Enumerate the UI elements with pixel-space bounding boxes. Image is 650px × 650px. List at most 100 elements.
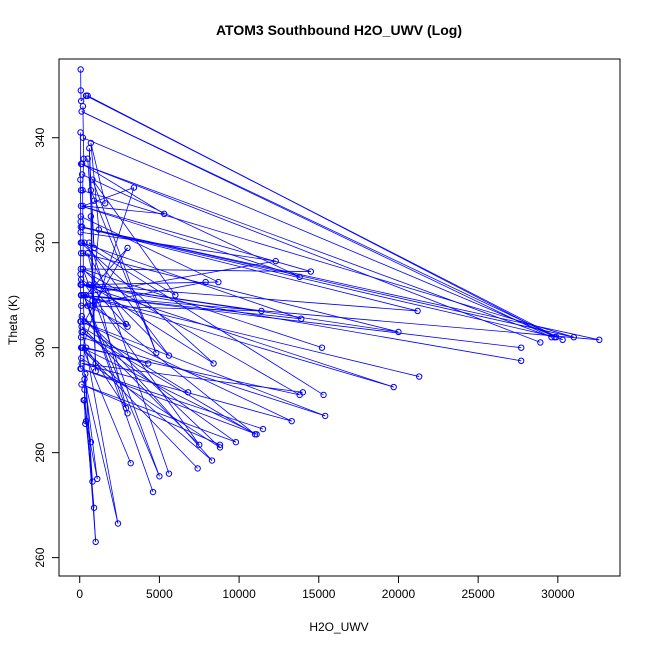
data-point bbox=[77, 318, 84, 325]
series-line-segment bbox=[81, 357, 221, 448]
data-point bbox=[82, 344, 90, 351]
data-point bbox=[77, 250, 85, 257]
series-line-segment bbox=[82, 268, 160, 477]
data-point bbox=[82, 92, 90, 99]
data-point bbox=[548, 333, 555, 341]
series-line-segment bbox=[81, 326, 200, 446]
series-line-segment bbox=[81, 331, 256, 435]
data-point bbox=[92, 538, 99, 546]
series-line-segment bbox=[82, 226, 574, 338]
series-line-segment bbox=[82, 253, 85, 401]
data-point bbox=[215, 278, 222, 286]
data-point bbox=[90, 197, 98, 204]
series-18 bbox=[82, 281, 152, 412]
series-line-segment bbox=[89, 242, 176, 296]
series-line-segment bbox=[81, 284, 262, 312]
y-tick-label: 280 bbox=[33, 442, 47, 462]
series-line-segment bbox=[82, 347, 132, 464]
series-line-segment bbox=[81, 315, 221, 448]
data-point bbox=[184, 389, 192, 396]
data-point bbox=[87, 213, 95, 220]
data-point bbox=[321, 412, 329, 420]
x-tick-label: 10000 bbox=[222, 587, 256, 601]
data-point bbox=[307, 268, 315, 275]
series-1 bbox=[77, 92, 566, 346]
x-axis-label: H2O_UWV bbox=[309, 620, 368, 634]
series-13 bbox=[79, 239, 173, 496]
series-line-segment bbox=[81, 111, 552, 338]
series-22 bbox=[77, 129, 84, 372]
data-point bbox=[232, 438, 240, 446]
series-line-segment bbox=[90, 216, 93, 306]
data-point bbox=[414, 307, 421, 315]
data-point bbox=[320, 391, 327, 399]
series-line-segment bbox=[81, 384, 221, 446]
data-point bbox=[124, 323, 131, 330]
series-line-segment bbox=[87, 253, 127, 325]
y-axis-label: Theta (K) bbox=[6, 295, 20, 345]
series-line-segment bbox=[92, 179, 176, 296]
data-point bbox=[77, 218, 84, 225]
series-line-segment bbox=[90, 190, 157, 354]
data-point bbox=[82, 370, 89, 378]
series-line-segment bbox=[81, 242, 302, 320]
series-line-segment bbox=[80, 284, 418, 312]
data-point bbox=[318, 344, 326, 351]
data-point bbox=[92, 368, 99, 375]
series-line-segment bbox=[90, 142, 106, 204]
x-tick-label: 15000 bbox=[302, 587, 336, 601]
series-line-segment bbox=[81, 384, 237, 443]
series-line-segment bbox=[80, 242, 214, 364]
series-line-segment bbox=[83, 295, 160, 477]
data-point bbox=[251, 431, 259, 438]
series-line-segment bbox=[81, 368, 257, 435]
series-line-segment bbox=[82, 158, 85, 191]
y-tick-label: 340 bbox=[33, 127, 47, 147]
x-tick-label: 5000 bbox=[146, 587, 173, 601]
data-point bbox=[122, 404, 130, 412]
data-point bbox=[145, 360, 152, 367]
series-line-segment bbox=[81, 163, 165, 215]
data-point bbox=[172, 291, 179, 299]
series-line-segment bbox=[81, 281, 206, 307]
series-line-segment bbox=[83, 295, 154, 493]
series-line-segment bbox=[81, 347, 257, 435]
data-point bbox=[84, 250, 91, 257]
data-point bbox=[202, 278, 209, 286]
series-line-segment bbox=[82, 137, 557, 338]
data-point bbox=[114, 520, 122, 527]
data-point bbox=[258, 307, 265, 315]
data-point bbox=[90, 244, 98, 252]
data-point bbox=[196, 441, 203, 448]
data-point bbox=[395, 328, 402, 336]
series-line-segment bbox=[81, 111, 563, 341]
data-point bbox=[272, 257, 279, 265]
series-line-segment bbox=[81, 336, 326, 417]
data-point bbox=[517, 344, 525, 351]
series-line-segment bbox=[80, 294, 256, 435]
data-point bbox=[124, 244, 131, 252]
series-line-segment bbox=[80, 268, 300, 396]
data-point bbox=[77, 365, 84, 372]
series-line-segment bbox=[81, 163, 552, 338]
data-point bbox=[165, 352, 173, 359]
series-line-segment bbox=[82, 331, 119, 524]
x-tick-label: 20000 bbox=[382, 587, 416, 601]
data-point bbox=[79, 344, 86, 351]
data-point bbox=[77, 66, 84, 73]
data-point bbox=[84, 302, 91, 309]
series-line-segment bbox=[80, 347, 213, 461]
data-point bbox=[415, 373, 423, 380]
series-line-segment bbox=[85, 347, 149, 364]
data-point bbox=[77, 87, 85, 94]
data-point bbox=[160, 210, 168, 218]
data-point bbox=[296, 391, 303, 399]
series-line-segment bbox=[92, 179, 157, 354]
series-line-segment bbox=[82, 190, 84, 254]
series-line-segment bbox=[80, 347, 198, 469]
series-line-segment bbox=[84, 400, 86, 424]
series-layer bbox=[77, 66, 603, 546]
data-point bbox=[80, 155, 87, 162]
series-line-segment bbox=[88, 284, 128, 327]
